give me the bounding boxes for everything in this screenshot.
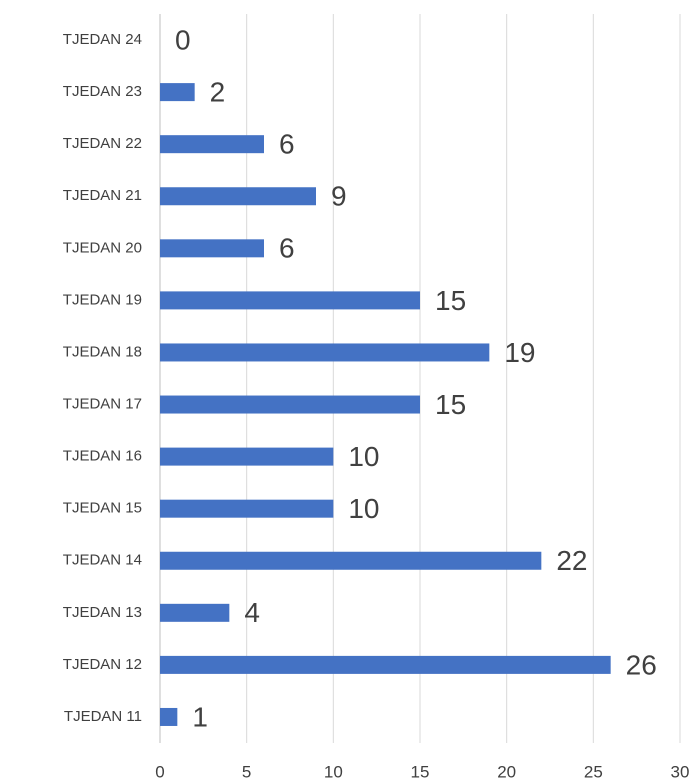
y-tick-label: TJEDAN 18 (63, 343, 142, 360)
x-tick-label: 30 (671, 762, 690, 781)
data-label: 6 (279, 233, 295, 264)
data-label: 0 (175, 24, 191, 55)
bar (160, 603, 230, 622)
y-tick-label: TJEDAN 23 (63, 83, 142, 100)
y-tick-label: TJEDAN 16 (63, 448, 142, 465)
data-label: 26 (626, 649, 657, 680)
data-label: 6 (279, 129, 295, 160)
bar (160, 187, 316, 206)
bar (160, 291, 420, 310)
bar (160, 655, 611, 674)
y-tick-label: TJEDAN 17 (63, 396, 142, 413)
x-tick-label: 25 (584, 762, 603, 781)
data-label: 4 (244, 597, 260, 628)
x-tick-label: 20 (497, 762, 516, 781)
y-tick-label: TJEDAN 24 (63, 31, 142, 48)
y-tick-label: TJEDAN 15 (63, 500, 142, 517)
bar (160, 343, 490, 362)
y-tick-label: TJEDAN 20 (63, 239, 142, 256)
bar (160, 239, 264, 258)
y-tick-label: TJEDAN 22 (63, 135, 142, 152)
data-label: 10 (348, 441, 379, 472)
y-tick-label: TJEDAN 21 (63, 187, 142, 204)
y-tick-label: TJEDAN 19 (63, 291, 142, 308)
bar (160, 499, 334, 518)
bar (160, 135, 264, 154)
data-label: 15 (435, 285, 466, 316)
bar (160, 395, 420, 414)
bar (160, 707, 178, 726)
data-label: 1 (192, 701, 208, 732)
bar (160, 551, 542, 570)
x-tick-label: 0 (155, 762, 164, 781)
y-tick-label: TJEDAN 12 (63, 656, 142, 673)
data-label: 9 (331, 181, 347, 212)
data-label: 15 (435, 389, 466, 420)
data-label: 10 (348, 493, 379, 524)
data-label: 2 (210, 76, 226, 107)
y-tick-label: TJEDAN 14 (63, 552, 142, 569)
bar (160, 83, 195, 102)
y-tick-label: TJEDAN 13 (63, 604, 142, 621)
y-tick-label: TJEDAN 11 (64, 708, 142, 725)
data-label: 19 (504, 337, 535, 368)
bar (160, 447, 334, 466)
x-tick-label: 5 (242, 762, 251, 781)
x-tick-label: 10 (324, 762, 343, 781)
data-label: 22 (556, 545, 587, 576)
x-tick-label: 15 (411, 762, 430, 781)
